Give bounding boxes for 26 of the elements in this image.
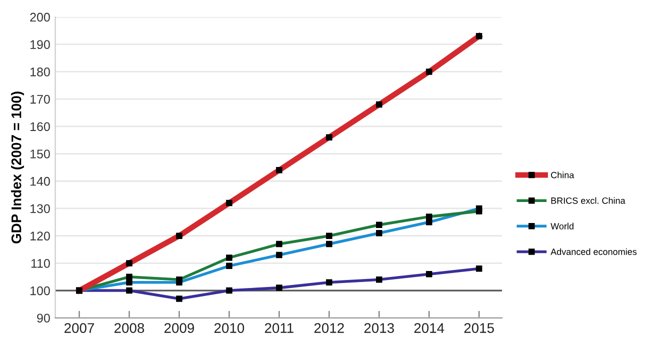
y-tick-label: 150 bbox=[30, 150, 50, 158]
y-tick-label: 190 bbox=[30, 40, 50, 50]
legend-label: BRICS excl. China bbox=[551, 197, 626, 204]
y-tick-label: 100 bbox=[30, 286, 50, 296]
legend-label: Advanced economies bbox=[550, 248, 637, 255]
y-tick-label: 110 bbox=[31, 258, 50, 268]
x-tick-label: 2012 bbox=[314, 323, 344, 333]
y-tick-label: 200 bbox=[30, 12, 50, 22]
legend-label: World bbox=[550, 222, 574, 230]
y-tick-label: 140 bbox=[30, 176, 50, 186]
x-tick-label: 2015 bbox=[464, 323, 494, 333]
x-tick-label: 2008 bbox=[114, 323, 144, 333]
x-tick-label: 2011 bbox=[264, 323, 294, 333]
y-tick-label: 180 bbox=[30, 68, 50, 76]
x-tick-label: 2007 bbox=[64, 323, 94, 333]
y-tick-label: 90 bbox=[37, 314, 50, 323]
y-axis-title: GDP Index (2007 = 100) bbox=[11, 92, 24, 244]
y-tick-label: 160 bbox=[30, 122, 50, 132]
y-tick-label: 120 bbox=[30, 232, 50, 240]
x-tick-label: 2010 bbox=[214, 323, 244, 333]
y-tick-label: 130 bbox=[30, 204, 50, 214]
x-tick-label: 2009 bbox=[164, 323, 194, 333]
x-tick-label: 2013 bbox=[364, 323, 394, 333]
x-tick-label: 2014 bbox=[414, 323, 444, 333]
y-tick-label: 170 bbox=[30, 94, 50, 104]
legend-label: China bbox=[551, 172, 574, 178]
